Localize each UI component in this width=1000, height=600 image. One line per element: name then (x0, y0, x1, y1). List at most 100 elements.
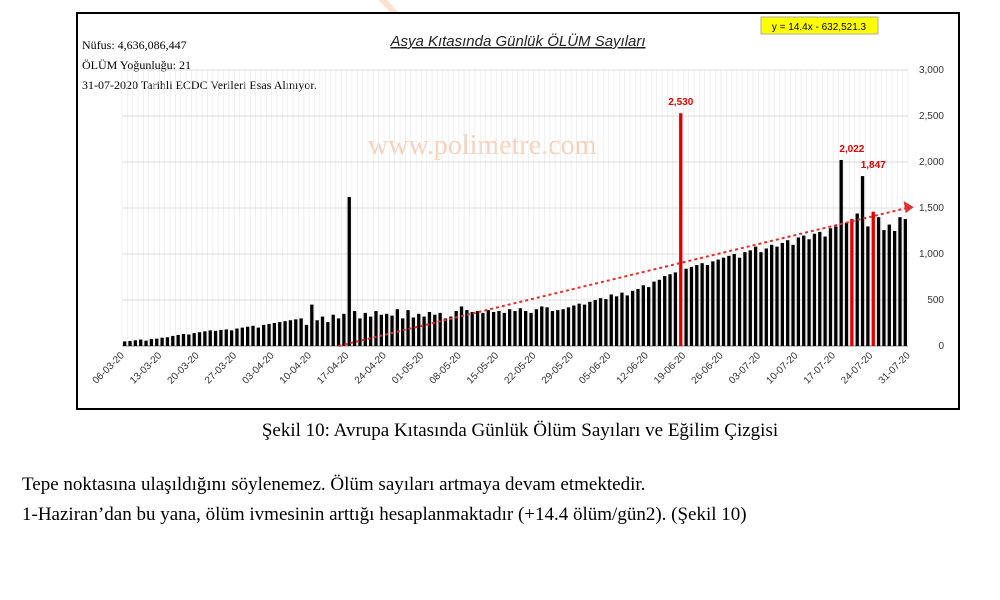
bar (887, 224, 891, 346)
bar (454, 311, 458, 346)
bar (556, 310, 560, 346)
bar (336, 318, 341, 346)
bar (636, 288, 640, 346)
bar (240, 327, 244, 346)
bar (165, 337, 170, 346)
bar (609, 294, 613, 346)
bar (684, 268, 688, 346)
bar (507, 309, 512, 346)
bar (245, 326, 250, 346)
bar (673, 272, 678, 346)
bar (208, 330, 212, 346)
bar (743, 252, 747, 346)
bar (812, 233, 817, 346)
bar (727, 255, 731, 346)
x-tick-label: 20-03-20 (166, 350, 202, 386)
bar (197, 332, 202, 346)
bar (802, 235, 806, 346)
bar (834, 226, 838, 346)
bar (497, 311, 501, 346)
data-labels: 2,530 2,022 1,847 (668, 97, 886, 171)
bar (283, 321, 287, 346)
bar (679, 113, 683, 347)
bar (769, 244, 774, 346)
bar (304, 324, 309, 346)
bar (256, 327, 261, 346)
bar (229, 330, 234, 346)
bar (272, 323, 277, 346)
bar (251, 325, 255, 346)
info-source: 31-07-2020 Tarihli ECDC Verileri Esas Al… (82, 78, 317, 92)
bar (716, 259, 720, 346)
bar (411, 317, 416, 346)
bar (406, 310, 410, 346)
bar (705, 265, 710, 346)
x-axis: 06-03-20 13-03-20 20-03-20 27-03-20 03-04-20… (91, 350, 913, 386)
bar (700, 263, 704, 346)
y-axis: 0 500 1,000 1,500 2,000 2,500 3,000 (919, 65, 944, 352)
bar (149, 339, 154, 346)
bar (524, 311, 528, 346)
bar (176, 334, 180, 346)
y-tick-label: 2,500 (919, 111, 944, 122)
watermark-center: www.polimetre.com (368, 130, 597, 161)
bar (657, 279, 662, 346)
bar (502, 312, 506, 346)
chart-title: Asya Kıtasında Günlük ÖLÜM Sayıları (389, 32, 645, 50)
bar (427, 311, 432, 346)
paragraph-line-2: 1-Haziran’dan bu yana, ölüm ivmesinin ar… (22, 504, 747, 525)
bar (534, 309, 539, 346)
bar (459, 306, 464, 346)
x-tick-label: 17-04-20 (315, 350, 351, 386)
bar (604, 299, 608, 346)
bar (903, 219, 907, 346)
bar (732, 254, 736, 346)
bar (288, 320, 293, 346)
bar (748, 250, 752, 346)
figure-caption: Şekil 10: Avrupa Kıtasında Günlük Ölüm S… (261, 420, 779, 441)
bar (374, 311, 378, 346)
bar (352, 311, 357, 346)
y-tick-label: 1,500 (919, 203, 944, 214)
x-tick-label: 29-05-20 (540, 350, 576, 386)
bar (133, 340, 138, 346)
bar (475, 311, 480, 346)
bar (422, 316, 426, 346)
x-tick-label: 03-07-20 (727, 350, 763, 386)
bar (786, 240, 790, 346)
chart-frame: Asya Kıtasında Günlük ÖLÜM Sayıları y = … (76, 12, 960, 410)
bar (759, 252, 763, 346)
bar (850, 219, 854, 346)
bar (695, 265, 699, 346)
bar (139, 339, 143, 346)
x-tick-label: 03-04-20 (240, 350, 276, 386)
bar (331, 314, 335, 346)
bar (470, 311, 474, 346)
y-tick-label: 500 (927, 295, 944, 306)
x-tick-label: 10-04-20 (278, 350, 314, 386)
bar (753, 246, 758, 346)
bar (764, 248, 768, 346)
bar (219, 329, 223, 346)
bar (433, 314, 437, 346)
x-tick-label: 27-03-20 (203, 350, 239, 386)
bar (160, 337, 164, 346)
bar (187, 334, 191, 346)
bar-series (123, 113, 907, 347)
bar (721, 257, 726, 346)
bar (871, 211, 875, 346)
x-tick-label: 01-05-20 (390, 350, 426, 386)
bar (385, 313, 389, 346)
y-tick-label: 3,000 (919, 65, 944, 76)
bar (689, 266, 694, 346)
bar (347, 196, 351, 346)
bar (518, 308, 523, 346)
bar (486, 310, 490, 346)
bar (481, 312, 485, 346)
bar (513, 311, 517, 346)
bar (775, 246, 779, 346)
bar (866, 226, 870, 346)
bar (401, 318, 405, 346)
bar (235, 328, 239, 346)
bar (299, 318, 303, 346)
